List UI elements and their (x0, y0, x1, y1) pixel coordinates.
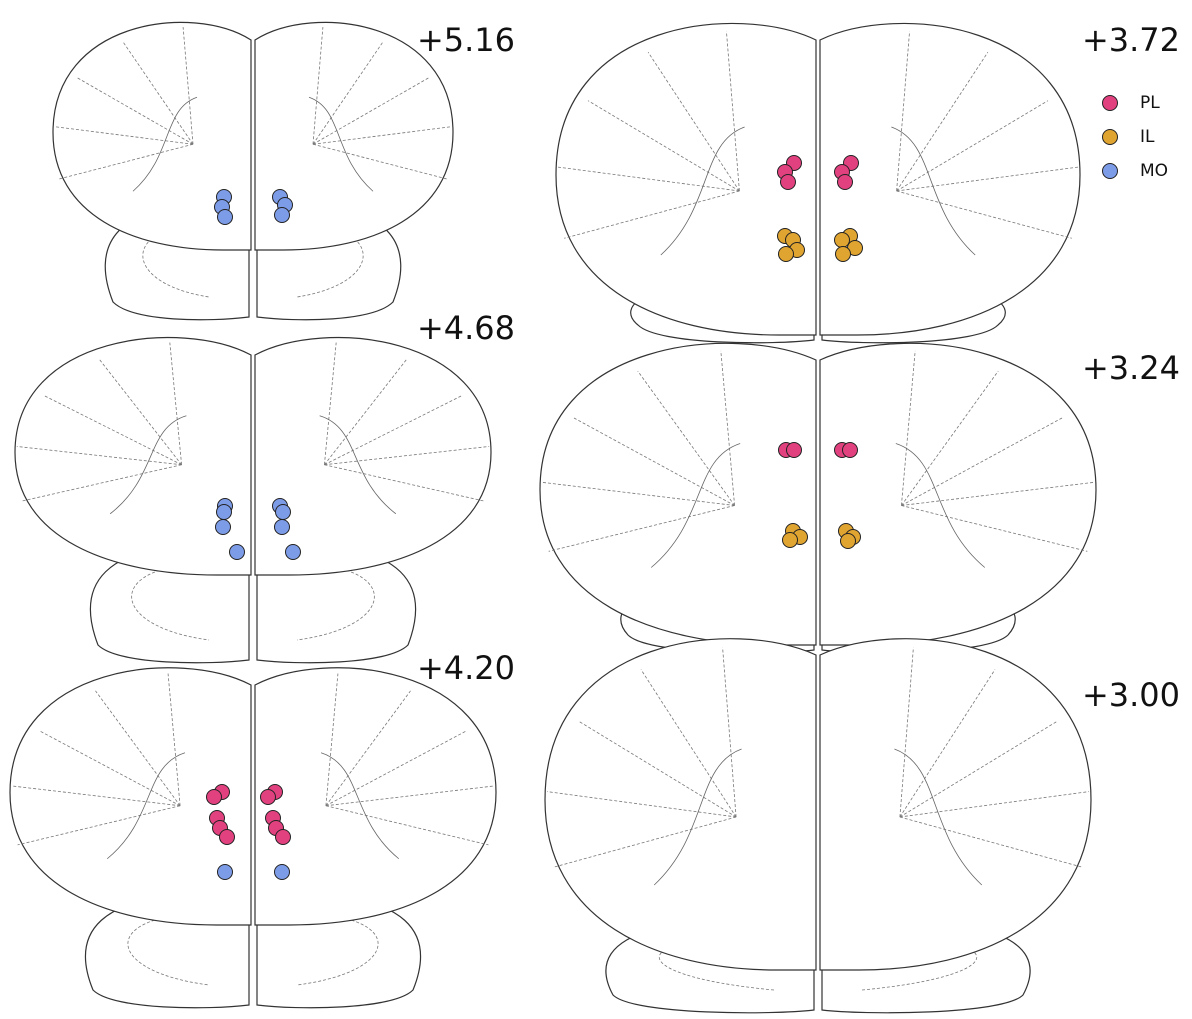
hemisphere (255, 338, 491, 575)
section-label: +3.72 (1082, 21, 1180, 59)
placement-dot (276, 830, 291, 845)
section-label: +5.16 (417, 21, 515, 59)
legend-label: MO (1140, 161, 1168, 181)
section-label: +4.68 (417, 309, 515, 347)
placement-dot (261, 790, 276, 805)
placement-dot (843, 443, 858, 458)
placement-dot (838, 175, 853, 190)
legend-swatch (1103, 96, 1118, 111)
section-label: +3.24 (1082, 349, 1180, 387)
placement-dot (841, 534, 856, 549)
placement-dot (275, 520, 290, 535)
placement-dot (217, 505, 232, 520)
placement-dot (779, 247, 794, 262)
placement-dot (207, 790, 222, 805)
placement-dot (218, 210, 233, 225)
hemisphere (820, 343, 1096, 645)
section-label: +4.20 (417, 649, 515, 687)
brain-sections (10, 22, 1096, 1012)
legend-swatch (1103, 130, 1118, 145)
placement-dot (230, 545, 245, 560)
placement-dot (835, 233, 850, 248)
placement-dot (781, 175, 796, 190)
figure: +5.16 +4.68 +4.20 +3.72 +3.24 +3.00 PL IL MO (0, 0, 1192, 1019)
hemisphere (556, 23, 816, 335)
placement-dot (218, 865, 233, 880)
hemisphere (820, 639, 1091, 970)
placement-dot (836, 247, 851, 262)
legend-label: PL (1140, 93, 1160, 113)
hemisphere (545, 639, 816, 970)
section-label: +3.00 (1082, 676, 1180, 714)
hemisphere (255, 668, 496, 925)
legend-swatch (1103, 164, 1118, 179)
placement-dot (275, 865, 290, 880)
legend-label: IL (1140, 127, 1155, 147)
placement-dot (286, 545, 301, 560)
hemisphere (15, 338, 251, 575)
placement-dot (787, 443, 802, 458)
placement-dot (216, 520, 231, 535)
hemisphere (540, 343, 816, 645)
placement-dot (220, 830, 235, 845)
placement-dot (783, 533, 798, 548)
placement-dot (276, 505, 291, 520)
placement-dot (275, 208, 290, 223)
legend: PL IL MO (1103, 93, 1169, 181)
hemisphere (820, 23, 1080, 335)
